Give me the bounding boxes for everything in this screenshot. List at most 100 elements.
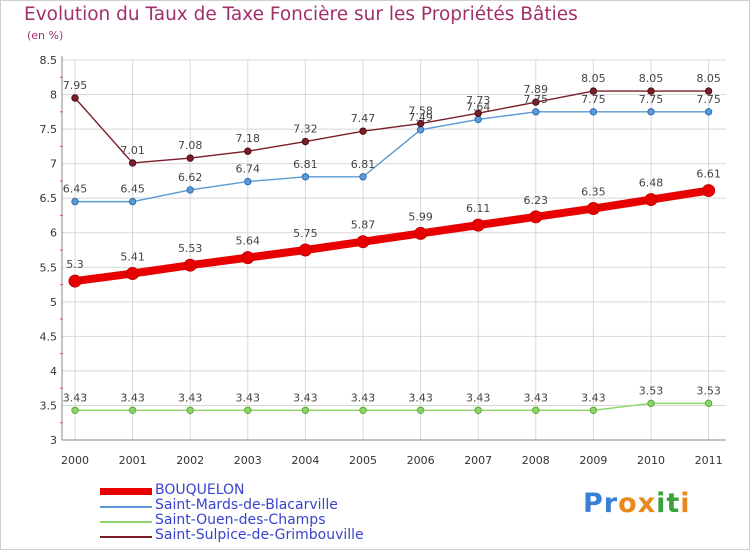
- legend-label: Saint-Ouen-des-Champs: [155, 512, 326, 528]
- data-label: 7.49: [408, 111, 433, 124]
- data-point: [68, 274, 82, 288]
- data-label: 6.45: [63, 183, 88, 196]
- data-point: [244, 177, 252, 186]
- data-point: [301, 406, 310, 414]
- data-label: 7.64: [466, 100, 491, 113]
- data-point: [416, 119, 425, 128]
- data-label: 3.43: [236, 391, 261, 404]
- x-tick-label: 2007: [464, 454, 492, 467]
- data-point: [359, 173, 367, 181]
- data-labels: 5.3 5.41 5.53 5.64 5.75 5.87 5.99 6.11 6.23 6.35 6…: [63, 72, 721, 404]
- data-label: 5.64: [236, 235, 261, 248]
- series-line-3: [74, 90, 710, 164]
- data-label: 7.75: [696, 93, 721, 106]
- data-point: [532, 406, 540, 414]
- data-point: [359, 127, 367, 135]
- y-tick-label: 6: [50, 227, 57, 240]
- data-point: [359, 406, 367, 414]
- x-tick-label: 2009: [579, 454, 607, 467]
- data-label: 6.35: [581, 186, 606, 199]
- data-point: [126, 266, 140, 280]
- data-label: 8.05: [581, 72, 606, 85]
- data-point: [529, 210, 543, 224]
- data-point: [71, 94, 79, 102]
- legend-label: Saint-Mards-de-Blacarville: [155, 497, 338, 513]
- data-label: 7.73: [466, 94, 491, 107]
- data-label: 6.61: [696, 168, 721, 181]
- data-point: [474, 406, 482, 414]
- series-lines: [68, 87, 716, 414]
- x-tick-label: 2002: [176, 454, 204, 467]
- data-point: [532, 108, 540, 116]
- proxiti-logo: Proxiti: [583, 488, 691, 519]
- data-label: 6.81: [351, 158, 376, 171]
- data-label: 7.18: [236, 132, 261, 145]
- data-point: [647, 108, 655, 116]
- data-point: [589, 87, 598, 95]
- data-point: [298, 243, 312, 257]
- data-label: 3.43: [581, 391, 606, 404]
- data-point: [414, 226, 428, 240]
- data-point: [589, 108, 598, 116]
- data-label: 7.75: [524, 93, 549, 106]
- data-point: [702, 184, 716, 198]
- data-label: 3.53: [639, 384, 664, 397]
- data-point: [301, 137, 310, 146]
- data-point: [244, 147, 252, 155]
- data-label: 3.43: [524, 391, 549, 404]
- data-label: 3.43: [466, 391, 491, 404]
- data-label: 6.74: [236, 163, 261, 176]
- data-label: 7.47: [351, 112, 376, 125]
- data-point: [186, 154, 194, 162]
- x-tick-label: 2004: [291, 454, 319, 467]
- data-label: 7.58: [408, 105, 433, 118]
- logo-letter: t: [666, 488, 681, 519]
- data-point: [704, 108, 713, 116]
- legend-label: BOUQUELON: [155, 482, 245, 498]
- data-label: 7.95: [63, 79, 88, 92]
- data-label: 5.75: [293, 227, 318, 240]
- series-line-0: [71, 186, 713, 286]
- data-point: [241, 251, 255, 265]
- data-point: [186, 186, 194, 194]
- data-label: 5.3: [66, 258, 84, 271]
- data-point: [589, 406, 598, 414]
- data-point: [704, 87, 713, 95]
- data-label: 6.81: [293, 158, 318, 171]
- x-tick-label: 2000: [61, 454, 89, 467]
- data-label: 7.75: [581, 93, 606, 106]
- x-tick-label: 2010: [637, 454, 665, 467]
- data-label: 7.75: [639, 93, 664, 106]
- logo-letter: o: [618, 488, 638, 519]
- data-point: [301, 173, 310, 181]
- data-point: [71, 406, 79, 414]
- x-tick-label: 2011: [695, 454, 723, 467]
- x-tick-label: 2001: [119, 454, 147, 467]
- y-tick-label: 4: [50, 365, 57, 378]
- data-label: 6.45: [120, 183, 145, 196]
- x-tick-label: 2006: [407, 454, 435, 467]
- data-point: [244, 406, 252, 414]
- data-point: [474, 115, 482, 124]
- data-point: [416, 126, 425, 134]
- data-label: 8.05: [696, 72, 721, 85]
- data-label: 3.43: [408, 391, 433, 404]
- data-label: 5.87: [351, 219, 376, 232]
- data-label: 3.43: [63, 391, 88, 404]
- data-label: 6.11: [466, 202, 491, 215]
- data-label: 6.62: [178, 171, 203, 184]
- y-tick-label: 7: [50, 158, 57, 171]
- chart-subtitle: (en %): [27, 29, 64, 42]
- y-tick-label: 8.5: [40, 54, 58, 67]
- data-label: 3.53: [696, 384, 721, 397]
- legend-swatch: [100, 506, 152, 508]
- data-point: [586, 202, 600, 216]
- data-point: [71, 197, 79, 206]
- data-point: [532, 98, 540, 106]
- logo-letter: r: [603, 488, 619, 519]
- y-tick-label: 4.5: [40, 330, 58, 343]
- legend-swatch: [100, 488, 152, 495]
- x-tick-label: 2003: [234, 454, 262, 467]
- data-point: [128, 159, 137, 167]
